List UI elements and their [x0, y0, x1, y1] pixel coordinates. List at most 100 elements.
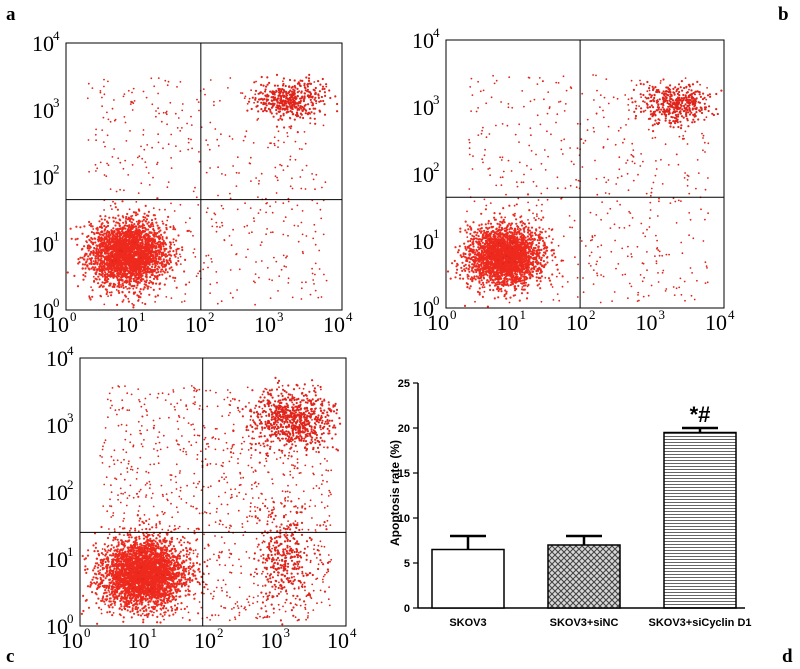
- event-dot: [471, 234, 474, 237]
- event-dot: [141, 157, 144, 160]
- event-dot: [466, 286, 469, 289]
- event-dot: [152, 288, 155, 291]
- event-dot: [238, 172, 240, 174]
- event-dot: [145, 246, 148, 249]
- event-dot: [116, 208, 119, 211]
- event-dot: [479, 231, 483, 234]
- event-dot: [113, 231, 116, 234]
- event-dot: [244, 135, 247, 138]
- event-dot: [253, 81, 256, 84]
- event-dot: [127, 270, 130, 273]
- event-dot: [133, 284, 136, 287]
- event-dot: [77, 262, 80, 265]
- event-dot: [267, 146, 269, 149]
- event-dot: [119, 276, 123, 279]
- event-dot: [95, 139, 97, 142]
- event-dot: [275, 73, 279, 76]
- event-dot: [457, 249, 460, 252]
- event-dot: [236, 208, 239, 211]
- event-dot: [131, 231, 134, 234]
- event-dot: [90, 257, 93, 260]
- event-dot: [151, 263, 154, 266]
- event-dot: [259, 244, 262, 247]
- event-dot: [103, 224, 106, 228]
- event-dot: [323, 113, 327, 116]
- event-dot: [260, 241, 263, 244]
- event-dot: [317, 80, 320, 83]
- event-dot: [160, 120, 163, 123]
- event-dot: [136, 272, 139, 275]
- event-dot: [287, 200, 290, 203]
- event-dot: [301, 109, 304, 112]
- event-dot: [254, 273, 257, 275]
- event-dot: [260, 75, 263, 79]
- event-dot: [181, 246, 184, 249]
- event-dot: [66, 271, 69, 274]
- event-dot: [304, 112, 307, 115]
- event-dot: [122, 95, 125, 98]
- event-dot: [142, 278, 145, 281]
- event-dot: [219, 99, 221, 102]
- event-dot: [126, 230, 129, 233]
- event-dot: [98, 265, 101, 268]
- event-dot: [454, 246, 457, 249]
- event-dot: [120, 247, 123, 250]
- event-dot: [106, 247, 108, 250]
- event-dot: [314, 92, 317, 95]
- event-dot: [108, 238, 111, 241]
- event-dot: [481, 286, 484, 289]
- event-dot: [91, 87, 94, 89]
- event-dot: [288, 91, 291, 94]
- event-dot: [285, 106, 288, 109]
- event-dot: [459, 227, 462, 230]
- event-dot: [134, 214, 138, 217]
- event-dot: [162, 270, 165, 273]
- event-dot: [86, 247, 89, 250]
- event-dot: [142, 288, 145, 291]
- event-dot: [336, 110, 339, 113]
- event-dot: [271, 102, 274, 105]
- event-dot: [88, 296, 91, 299]
- event-dot: [152, 228, 155, 231]
- event-dot: [485, 281, 488, 284]
- event-dot: [175, 263, 178, 266]
- event-dot: [105, 292, 108, 296]
- event-dot: [144, 254, 147, 257]
- event-dot: [194, 186, 196, 189]
- event-dot: [157, 107, 160, 110]
- event-dot: [538, 239, 541, 242]
- event-dot: [69, 227, 72, 230]
- event-dot: [88, 295, 91, 298]
- event-dot: [320, 95, 323, 99]
- event-dot: [159, 246, 162, 249]
- event-dot: [313, 81, 316, 83]
- event-dot: [146, 260, 149, 264]
- event-dot: [99, 161, 102, 164]
- event-dot: [230, 244, 233, 247]
- event-dot: [119, 239, 122, 242]
- event-dot: [146, 257, 149, 260]
- event-dot: [459, 277, 462, 280]
- event-dot: [117, 259, 120, 262]
- event-dot: [105, 175, 108, 178]
- event-dot: [150, 219, 154, 222]
- event-dot: [257, 212, 260, 215]
- event-dot: [546, 246, 549, 249]
- event-dot: [451, 262, 454, 265]
- event-dot: [303, 97, 306, 100]
- event-dot: [107, 254, 110, 257]
- event-dot: [155, 221, 158, 224]
- event-dot: [156, 275, 159, 278]
- event-dot: [292, 113, 295, 116]
- event-dot: [104, 215, 107, 218]
- event-dot: [278, 110, 282, 113]
- event-dot: [132, 304, 135, 307]
- event-dot: [172, 238, 175, 241]
- event-dot: [276, 179, 279, 182]
- event-dot: [197, 272, 200, 275]
- event-dot: [115, 242, 118, 245]
- event-dot: [132, 269, 135, 272]
- event-dot: [169, 101, 172, 104]
- event-dot: [297, 104, 300, 107]
- event-dot: [98, 246, 101, 250]
